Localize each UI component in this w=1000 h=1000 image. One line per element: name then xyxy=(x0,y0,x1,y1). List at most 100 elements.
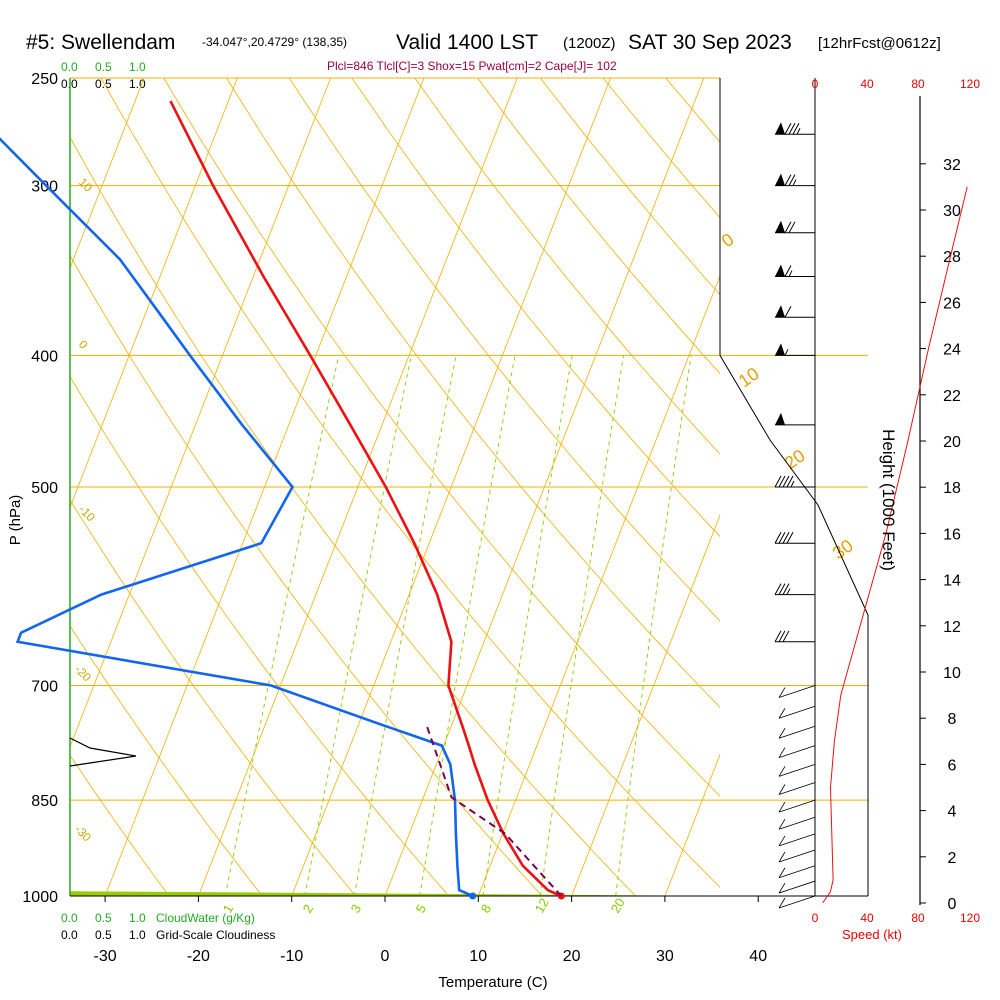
speed-axis-title: Speed (kt) xyxy=(842,927,902,942)
moist-adiabat-label: 20 xyxy=(781,445,809,473)
x-axis-title: Temperature (C) xyxy=(438,974,547,991)
height-label-20: 20 xyxy=(943,434,961,451)
wind-barb-feather xyxy=(778,882,786,894)
wind-speed-profile xyxy=(822,186,968,904)
wind-barb-feather xyxy=(784,265,792,277)
wind-barb-feather xyxy=(784,122,792,135)
wind-barb-feather xyxy=(774,475,782,488)
wind-barb-shaft xyxy=(778,799,816,813)
wind-barb-half-feather xyxy=(786,588,791,595)
speed-label-top-0: 0 xyxy=(812,77,819,91)
dry-adiabat xyxy=(414,78,720,455)
wind-barb-feather xyxy=(778,766,786,777)
wind-barb-feather xyxy=(782,630,790,643)
speed-label-bottom-120: 120 xyxy=(960,911,980,925)
wind-barb-feather xyxy=(774,583,782,595)
y-axis-title: P (hPa) xyxy=(7,495,24,546)
isotherm xyxy=(477,274,720,896)
moist-adiabat xyxy=(70,893,479,896)
cloud-scale-top-black-2: 1.0 xyxy=(129,77,146,91)
temp-label--10: -10 xyxy=(280,948,303,965)
wind-barb xyxy=(775,412,815,426)
dry-adiabat xyxy=(70,375,450,896)
wind-barb-half-feather xyxy=(796,128,801,135)
temp-label-0: 0 xyxy=(381,948,390,965)
dry-adiabat-label: -20 xyxy=(72,662,94,684)
wind-barb-feather xyxy=(778,531,786,544)
mixing-ratio-line xyxy=(419,355,516,896)
isotherm xyxy=(198,78,518,896)
height-label-24: 24 xyxy=(943,342,961,359)
wind-barb-feather xyxy=(778,867,786,878)
height-label-14: 14 xyxy=(943,573,961,590)
wind-barb-feather xyxy=(778,784,786,795)
wind-barb-pennant xyxy=(775,305,785,318)
wind-barb-half-feather xyxy=(790,480,795,488)
wind-barb-feather xyxy=(792,122,800,135)
wind-barb xyxy=(778,745,816,758)
height-label-18: 18 xyxy=(943,480,961,497)
pressure-label-500: 500 xyxy=(31,480,58,497)
height-label-22: 22 xyxy=(943,388,961,405)
dry-adiabat xyxy=(854,78,1000,896)
wind-barb-feather xyxy=(778,708,786,719)
wind-barb-feather xyxy=(778,475,786,488)
temperature-line xyxy=(169,100,562,898)
wind-barb xyxy=(778,880,816,894)
speed-label-top-80: 80 xyxy=(911,77,925,91)
wind-barb-half-feather xyxy=(784,349,789,356)
temp-label--20: -20 xyxy=(187,948,210,965)
mixing-ratio-line xyxy=(615,355,692,896)
height-label-10: 10 xyxy=(943,665,961,682)
cloudiness-label: Grid-Scale Cloudiness xyxy=(156,928,275,942)
dry-adiabat-label: -10 xyxy=(76,502,98,524)
speed-label-bottom-40: 40 xyxy=(860,911,874,925)
wind-barb-feather xyxy=(788,174,796,186)
isotherm xyxy=(664,753,720,896)
dry-adiabat xyxy=(70,136,636,896)
isotherm xyxy=(70,78,332,748)
wind-barb xyxy=(778,782,816,795)
wind-barb xyxy=(775,173,815,187)
wind-barb xyxy=(778,816,816,830)
station-title: #5: Swellendam xyxy=(26,31,175,54)
cloud-scale-top-green-0: 0.0 xyxy=(61,60,78,74)
wind-barb-feather xyxy=(782,531,790,544)
temp-label-10: 10 xyxy=(469,948,487,965)
wind-barb xyxy=(775,264,815,278)
wind-barb-shaft xyxy=(778,849,816,863)
wind-barb xyxy=(778,849,816,863)
moist-adiabat xyxy=(70,893,432,896)
wind-barb-pennant xyxy=(775,412,785,425)
wind-barb-feather xyxy=(778,728,786,739)
cloud-scale-bottom-black-1: 0.5 xyxy=(95,928,112,942)
wind-barb-feather xyxy=(778,819,786,830)
moist-adiabat xyxy=(70,894,292,896)
wind-barb-shaft xyxy=(778,745,816,758)
moist-adiabat xyxy=(70,894,339,896)
wind-barb-feather xyxy=(778,801,786,813)
wind-barb-feather xyxy=(778,851,786,863)
pressure-label-700: 700 xyxy=(31,679,58,696)
cloud-scale-top-green-2: 1.0 xyxy=(129,60,146,74)
height-label-32: 32 xyxy=(943,157,961,174)
mixing-ratio-line xyxy=(224,355,340,896)
wind-barb xyxy=(775,220,815,234)
wind-barb-pennant xyxy=(775,173,785,186)
wind-barb xyxy=(778,833,816,847)
dry-adiabat-label: -30 xyxy=(72,822,94,844)
moist-adiabat xyxy=(70,892,526,896)
mixing-ratio-label: 3 xyxy=(348,902,365,916)
wind-barb-pennant xyxy=(775,264,785,277)
speed-label-bottom-0: 0 xyxy=(812,911,819,925)
wind-panel: 0246810121416182022242628303200404080801… xyxy=(774,77,980,925)
moist-adiabat xyxy=(70,892,572,896)
dry-adiabat xyxy=(980,78,1000,896)
pressure-label-400: 400 xyxy=(31,348,58,365)
isotherm xyxy=(70,78,238,509)
height-label-6: 6 xyxy=(948,757,957,774)
wind-barb-shaft xyxy=(778,725,816,739)
thermodynamic-guides xyxy=(70,78,1000,896)
height-label-0: 0 xyxy=(948,896,957,913)
height-label-16: 16 xyxy=(943,526,961,543)
